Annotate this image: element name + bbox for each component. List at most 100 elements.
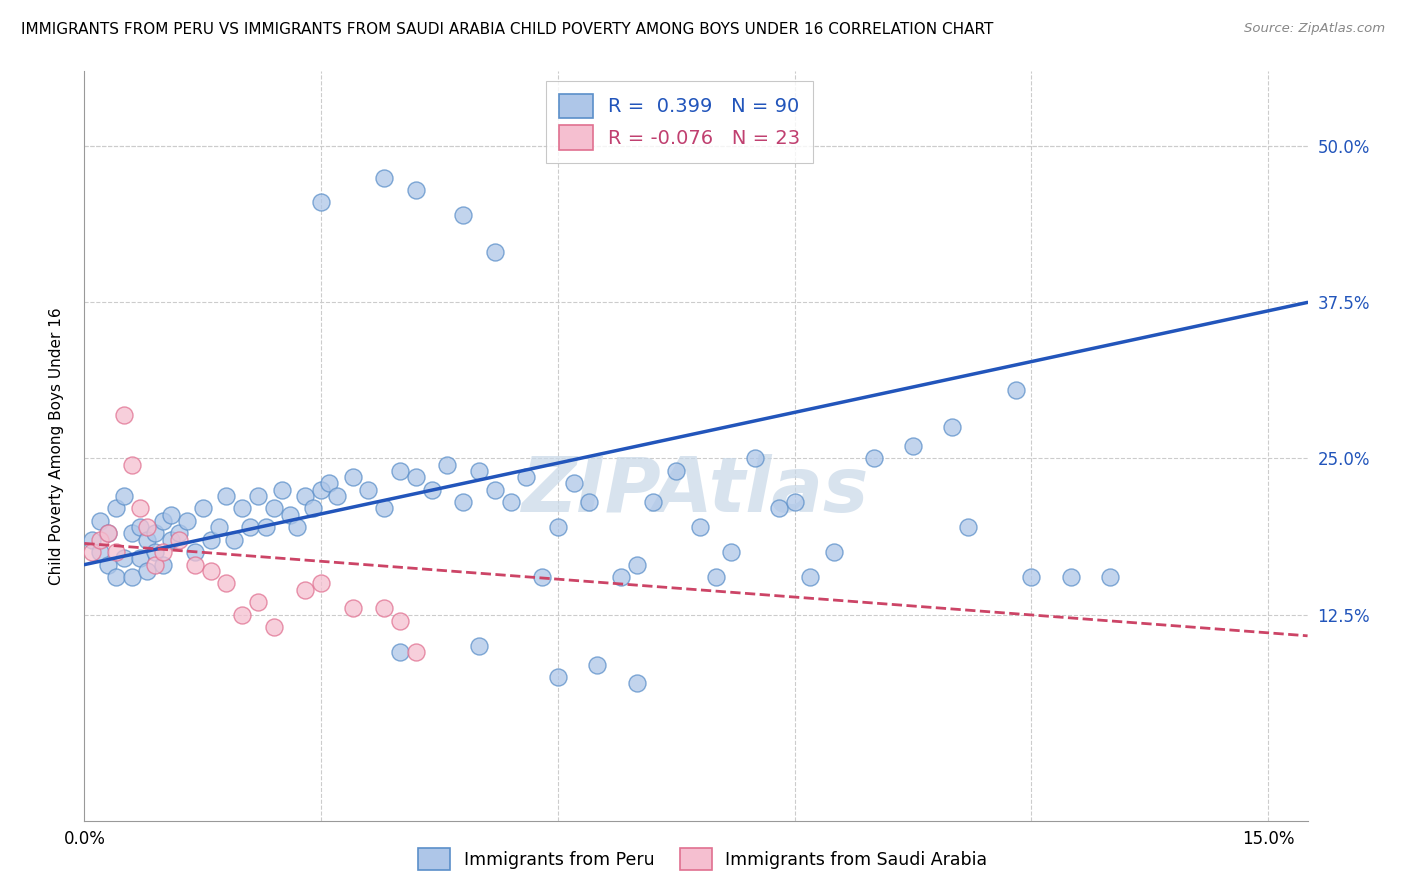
Point [436, 458, 458, 472]
Point [263, 620, 285, 634]
Point [665, 464, 688, 478]
Point [309, 195, 332, 210]
Point [128, 501, 150, 516]
Text: ZIPAtlas: ZIPAtlas [522, 454, 870, 528]
Point [152, 558, 174, 572]
Point [184, 545, 207, 559]
Point [373, 170, 395, 185]
Point [610, 570, 633, 584]
Point [1099, 570, 1122, 584]
Point [704, 570, 727, 584]
Point [145, 526, 167, 541]
Point [941, 420, 963, 434]
Point [342, 601, 364, 615]
Point [89, 545, 111, 559]
Point [294, 489, 316, 503]
Point [901, 439, 924, 453]
Point [246, 489, 269, 503]
Point [626, 558, 648, 572]
Point [373, 601, 395, 615]
Point [357, 483, 380, 497]
Legend: R =  0.399   N = 90, R = -0.076   N = 23: R = 0.399 N = 90, R = -0.076 N = 23 [547, 81, 814, 162]
Point [145, 545, 167, 559]
Point [167, 526, 190, 541]
Point [89, 533, 111, 547]
Point [278, 508, 301, 522]
Point [294, 582, 316, 597]
Point [342, 470, 364, 484]
Point [215, 489, 238, 503]
Point [121, 526, 143, 541]
Point [231, 501, 253, 516]
Point [302, 501, 325, 516]
Text: Source: ZipAtlas.com: Source: ZipAtlas.com [1244, 22, 1385, 36]
Point [389, 645, 412, 659]
Point [246, 595, 269, 609]
Point [499, 495, 522, 509]
Point [89, 514, 111, 528]
Point [515, 470, 537, 484]
Point [405, 470, 427, 484]
Point [160, 533, 183, 547]
Point [468, 639, 491, 653]
Point [136, 564, 159, 578]
Point [152, 545, 174, 559]
Point [191, 501, 214, 516]
Point [112, 489, 135, 503]
Point [128, 551, 150, 566]
Point [207, 520, 229, 534]
Point [254, 520, 277, 534]
Point [104, 570, 127, 584]
Point [160, 508, 183, 522]
Point [287, 520, 309, 534]
Point [309, 576, 332, 591]
Point [326, 489, 349, 503]
Point [484, 245, 506, 260]
Point [136, 533, 159, 547]
Point [200, 533, 222, 547]
Point [128, 520, 150, 534]
Point [270, 483, 292, 497]
Point [547, 520, 569, 534]
Point [720, 545, 742, 559]
Y-axis label: Child Poverty Among Boys Under 16: Child Poverty Among Boys Under 16 [49, 307, 63, 585]
Point [451, 495, 474, 509]
Point [626, 676, 648, 690]
Point [318, 476, 340, 491]
Point [689, 520, 711, 534]
Point [547, 670, 569, 684]
Point [104, 545, 127, 559]
Point [152, 514, 174, 528]
Point [823, 545, 845, 559]
Point [484, 483, 506, 497]
Point [420, 483, 443, 497]
Point [405, 645, 427, 659]
Point [176, 514, 198, 528]
Point [1021, 570, 1043, 584]
Point [121, 458, 143, 472]
Point [239, 520, 262, 534]
Point [97, 526, 120, 541]
Point [957, 520, 980, 534]
Point [451, 208, 474, 222]
Point [768, 501, 790, 516]
Point [309, 483, 332, 497]
Point [586, 657, 609, 672]
Point [224, 533, 246, 547]
Point [200, 564, 222, 578]
Point [145, 558, 167, 572]
Point [641, 495, 664, 509]
Point [97, 558, 120, 572]
Point [578, 495, 600, 509]
Text: IMMIGRANTS FROM PERU VS IMMIGRANTS FROM SAUDI ARABIA CHILD POVERTY AMONG BOYS UN: IMMIGRANTS FROM PERU VS IMMIGRANTS FROM … [21, 22, 994, 37]
Point [263, 501, 285, 516]
Point [97, 526, 120, 541]
Point [82, 533, 104, 547]
Point [389, 464, 412, 478]
Point [862, 451, 884, 466]
Point [112, 408, 135, 422]
Point [82, 545, 104, 559]
Point [112, 551, 135, 566]
Point [215, 576, 238, 591]
Point [783, 495, 806, 509]
